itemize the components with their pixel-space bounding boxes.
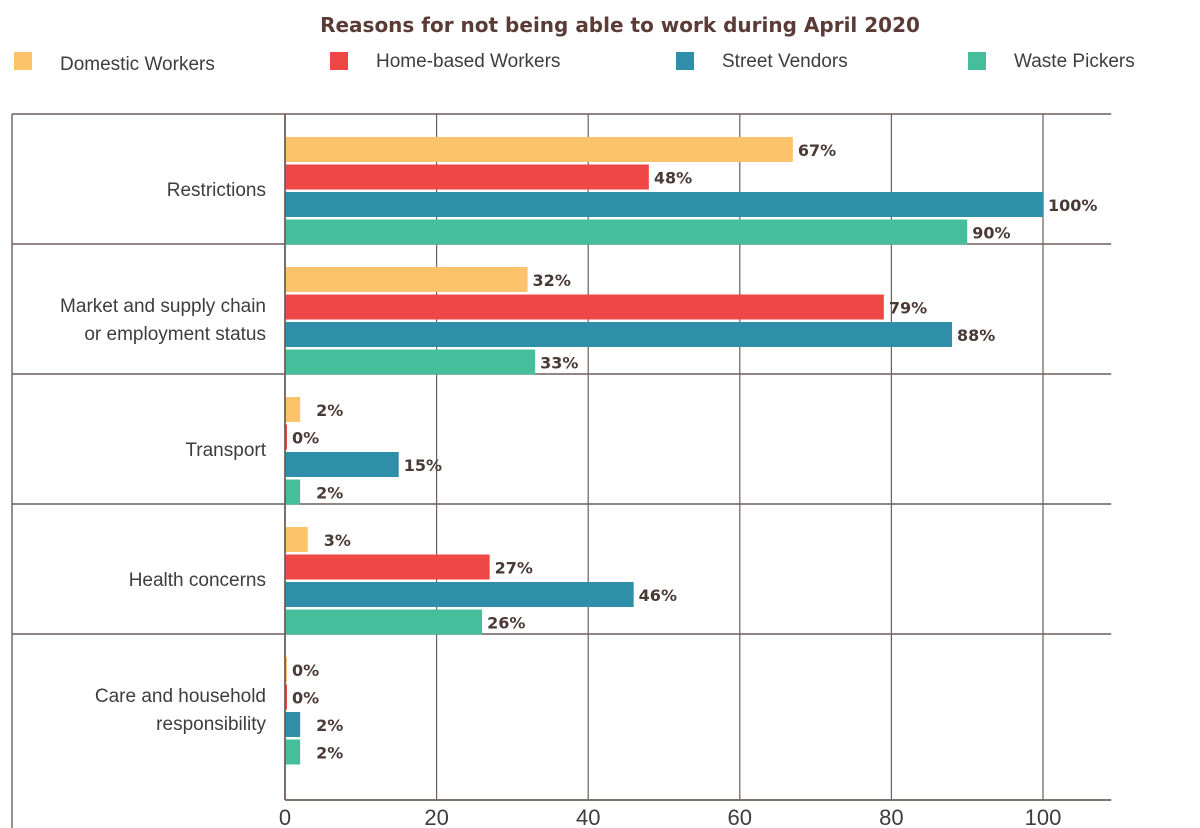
category-label-market-and-supply-chain-or-employment-status: or employment status	[84, 324, 266, 345]
bar-health-concerns-street-vendors	[285, 582, 634, 607]
chart-title: Reasons for not being able to work durin…	[320, 13, 920, 37]
bars	[285, 137, 1043, 765]
legend-swatch-waste-pickers	[968, 52, 986, 70]
bar-care-and-household-responsibility-home-based-workers	[285, 684, 287, 710]
x-tick-label-100: 100	[1025, 805, 1062, 828]
x-tick-label-40: 40	[576, 805, 600, 828]
legend-label-domestic-workers: Domestic Workers	[60, 54, 215, 75]
category-label-transport: Transport	[185, 440, 266, 461]
data-labels: 67% 48% 100% 90% 32% 79% 88% 33% 2% 0% 15% 2% 3% 27% 4…	[292, 141, 1097, 763]
data-label-restrictions-street-vendors: 100%	[1048, 196, 1097, 215]
data-label-care-and-household-responsibility-waste-pickers: 2%	[316, 744, 343, 763]
legend-label-home-based-workers: Home-based Workers	[376, 51, 560, 72]
data-label-transport-street-vendors: 15%	[404, 456, 442, 475]
data-label-market-and-supply-chain-or-employment-status-home-based-workers: 79%	[889, 299, 927, 318]
bar-restrictions-domestic-workers	[285, 137, 793, 162]
data-label-care-and-household-responsibility-street-vendors: 2%	[316, 716, 343, 735]
data-label-transport-waste-pickers: 2%	[316, 484, 343, 503]
bar-market-and-supply-chain-or-employment-status-street-vendors	[285, 322, 953, 347]
legend-swatch-street-vendors	[676, 52, 694, 70]
bar-transport-street-vendors	[285, 452, 399, 477]
category-label-restrictions: Restrictions	[167, 180, 266, 201]
data-label-health-concerns-waste-pickers: 26%	[487, 614, 525, 633]
data-label-health-concerns-domestic-workers: 3%	[324, 531, 351, 550]
bar-care-and-household-responsibility-street-vendors	[285, 712, 301, 737]
bar-market-and-supply-chain-or-employment-status-waste-pickers	[285, 349, 536, 375]
legend-label-street-vendors: Street Vendors	[722, 51, 848, 72]
legend: Domestic Workers Home-based Workers Street…	[14, 51, 1135, 75]
bar-transport-domestic-workers	[285, 397, 301, 422]
bar-health-concerns-waste-pickers	[285, 609, 483, 635]
x-tick-label-0: 0	[279, 805, 291, 828]
data-label-care-and-household-responsibility-home-based-workers: 0%	[292, 689, 319, 708]
legend-swatch-domestic-workers	[14, 52, 32, 70]
x-tick-label-20: 20	[424, 805, 448, 828]
x-axis: 0 20 40 60 80 100	[279, 114, 1112, 828]
bar-care-and-household-responsibility-waste-pickers	[285, 739, 301, 765]
data-label-transport-home-based-workers: 0%	[292, 429, 319, 448]
bar-restrictions-street-vendors	[285, 192, 1043, 217]
data-label-restrictions-waste-pickers: 90%	[972, 224, 1010, 243]
category-label-health-concerns: Health concerns	[129, 570, 266, 591]
data-label-care-and-household-responsibility-domestic-workers: 0%	[292, 661, 319, 680]
data-label-restrictions-home-based-workers: 48%	[654, 169, 692, 188]
data-label-transport-domestic-workers: 2%	[316, 401, 343, 420]
bar-transport-waste-pickers	[285, 479, 301, 505]
bar-care-and-household-responsibility-domestic-workers	[285, 657, 287, 682]
bar-market-and-supply-chain-or-employment-status-domestic-workers	[285, 267, 528, 292]
category-label-care-and-household-responsibility: Care and household	[95, 686, 266, 707]
bar-restrictions-waste-pickers	[285, 219, 968, 245]
x-tick-label-60: 60	[728, 805, 752, 828]
bar-transport-home-based-workers	[285, 424, 287, 450]
data-label-restrictions-domestic-workers: 67%	[798, 141, 836, 160]
category-label-care-and-household-responsibility: responsibility	[156, 714, 266, 735]
bar-market-and-supply-chain-or-employment-status-home-based-workers	[285, 294, 884, 320]
bar-health-concerns-home-based-workers	[285, 554, 490, 580]
legend-swatch-home-based-workers	[330, 52, 348, 70]
bar-restrictions-home-based-workers	[285, 164, 649, 190]
data-label-market-and-supply-chain-or-employment-status-street-vendors: 88%	[957, 326, 995, 345]
category-label-market-and-supply-chain-or-employment-status: Market and supply chain	[60, 296, 266, 317]
data-label-market-and-supply-chain-or-employment-status-waste-pickers: 33%	[540, 354, 578, 373]
data-label-health-concerns-street-vendors: 46%	[639, 586, 677, 605]
data-label-market-and-supply-chain-or-employment-status-domestic-workers: 32%	[533, 271, 571, 290]
data-label-health-concerns-home-based-workers: 27%	[495, 559, 533, 578]
bar-health-concerns-domestic-workers	[285, 527, 308, 552]
legend-label-waste-pickers: Waste Pickers	[1014, 51, 1135, 72]
category-labels: Restrictions Market and supply chain or em…	[60, 180, 267, 735]
x-tick-label-80: 80	[879, 805, 903, 828]
